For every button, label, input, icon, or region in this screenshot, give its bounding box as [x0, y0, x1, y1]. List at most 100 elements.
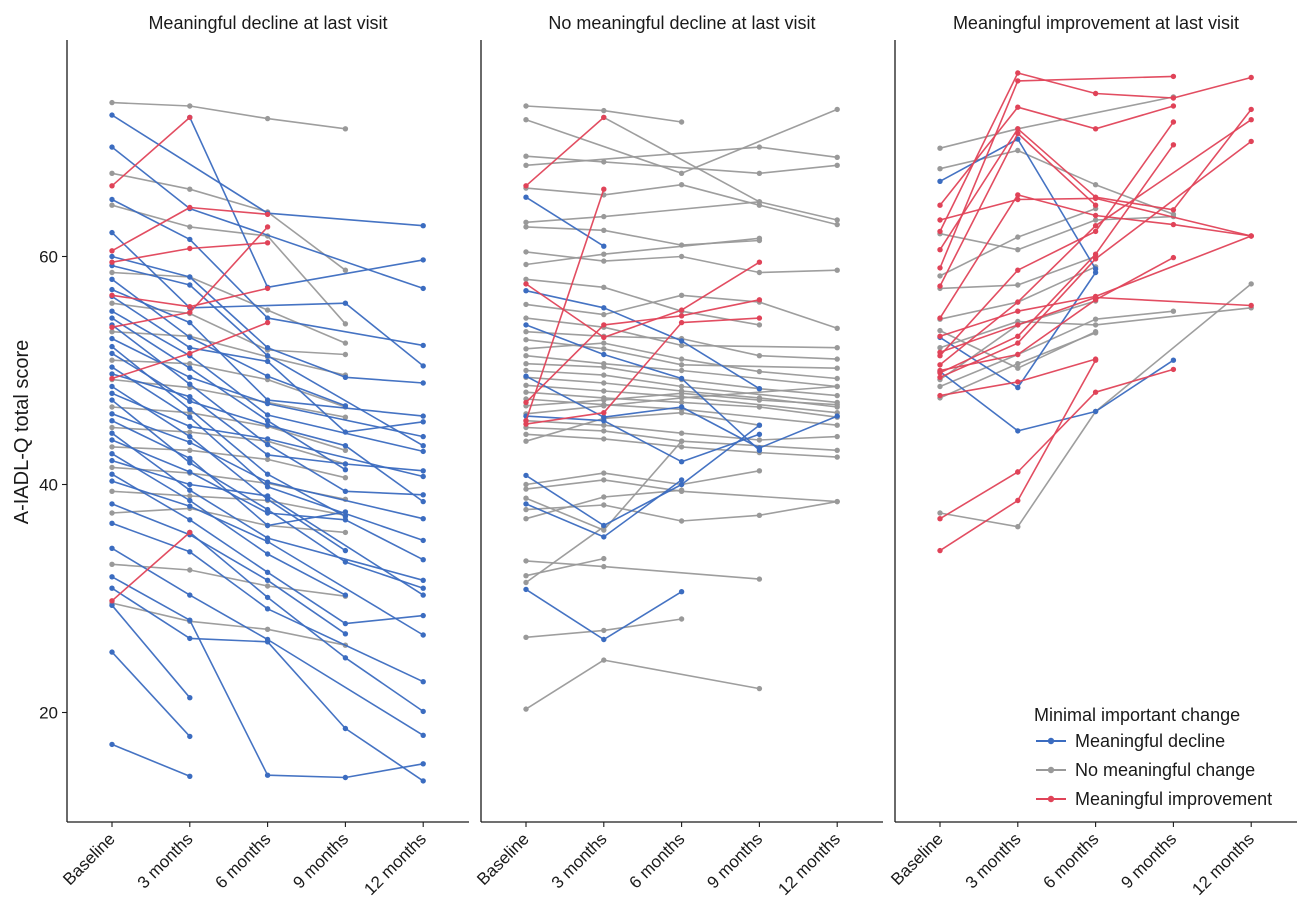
data-point-decline: [420, 632, 426, 638]
data-point-none: [187, 224, 193, 230]
series-line-none: [939, 310, 1174, 388]
panel-2: No meaningful decline at last visit Basel…: [473, 13, 883, 899]
series-line-none: [525, 398, 838, 426]
data-point-improve: [937, 516, 943, 522]
series-line-none: [939, 96, 1174, 149]
data-point-decline: [834, 413, 840, 419]
data-point-improve: [1170, 221, 1177, 228]
data-point-none: [109, 99, 115, 106]
legend: Minimal important change Meaningful decl…: [1034, 705, 1272, 809]
data-point-improve: [937, 247, 943, 253]
data-point-decline: [187, 334, 193, 341]
data-point-improve: [264, 285, 271, 292]
data-point-decline: [187, 617, 193, 623]
series-line-none: [525, 560, 760, 580]
series-line-improve: [1017, 368, 1174, 473]
series-line-none: [525, 369, 838, 404]
data-point-none: [601, 372, 607, 378]
data-point-none: [523, 516, 529, 522]
data-point-none: [601, 213, 607, 220]
data-point-decline: [264, 412, 271, 418]
data-point-none: [756, 235, 763, 241]
data-point-improve: [1015, 340, 1021, 346]
data-point-improve: [937, 333, 943, 339]
series-line-none: [939, 215, 1174, 251]
data-point-decline: [420, 433, 426, 440]
data-point-improve: [1248, 106, 1254, 113]
series-line-improve: [525, 261, 760, 339]
data-point-none: [834, 154, 840, 160]
series-line-improve: [939, 197, 1252, 237]
data-point-none: [834, 375, 840, 382]
data-point-none: [601, 340, 607, 346]
data-point-none: [1092, 217, 1099, 223]
data-point-none: [601, 346, 607, 352]
data-point-decline: [601, 522, 607, 529]
legend-entry-none: No meaningful change: [1036, 760, 1255, 780]
data-point-decline: [523, 501, 529, 507]
data-point-none: [756, 144, 763, 150]
data-point-none: [601, 397, 607, 403]
data-point-none: [834, 267, 840, 273]
data-point-decline: [342, 559, 349, 565]
series-line-decline: [111, 264, 424, 447]
data-point-decline: [523, 194, 529, 200]
data-point-decline: [1015, 428, 1021, 434]
data-point-decline: [342, 300, 349, 306]
data-point-none: [834, 402, 840, 408]
data-point-improve: [1092, 256, 1099, 262]
data-point-decline: [187, 394, 193, 400]
series-line-decline: [525, 424, 760, 527]
data-point-decline: [187, 733, 193, 740]
data-point-decline: [187, 635, 193, 642]
data-point-improve: [601, 334, 607, 341]
series-line-decline: [189, 117, 424, 289]
series-line-decline: [111, 743, 191, 778]
data-point-improve: [937, 547, 943, 554]
data-point-none: [756, 397, 763, 403]
data-point-decline: [342, 517, 349, 523]
data-point-improve: [1015, 196, 1021, 203]
series-line-decline: [111, 198, 424, 347]
data-point-decline: [109, 196, 115, 203]
data-point-decline: [187, 455, 193, 461]
series-line-none: [525, 526, 605, 584]
data-point-none: [187, 186, 193, 192]
data-point-decline: [187, 365, 193, 371]
legend-label-improve: Meaningful improvement: [1075, 789, 1272, 809]
data-point-none: [1092, 322, 1099, 328]
x-tick-label: 12 months: [360, 829, 430, 899]
data-point-decline: [109, 741, 115, 748]
data-point-none: [342, 529, 349, 536]
data-point-decline: [264, 418, 271, 424]
data-point-improve: [601, 186, 607, 192]
series-line-none: [525, 317, 838, 349]
x-tick-label: 9 months: [703, 829, 766, 892]
x-tick-label: 6 months: [626, 829, 689, 892]
data-point-none: [601, 627, 607, 634]
data-point-none: [342, 351, 349, 358]
series-line-improve: [111, 116, 191, 187]
data-point-none: [109, 269, 115, 276]
data-point-improve: [264, 319, 271, 326]
data-point-none: [342, 447, 349, 453]
data-point-none: [834, 106, 840, 113]
data-point-decline: [187, 406, 193, 412]
data-point-improve: [1092, 228, 1099, 235]
data-point-none: [756, 512, 763, 518]
series-line-decline: [111, 432, 424, 582]
data-point-none: [601, 502, 607, 508]
data-point-decline: [937, 178, 943, 184]
series-line-none: [111, 507, 346, 534]
data-point-improve: [1170, 254, 1177, 261]
data-point-decline: [601, 534, 607, 540]
data-point-decline: [187, 517, 193, 523]
data-point-decline: [264, 594, 271, 601]
data-point-decline: [109, 411, 115, 417]
data-point-decline: [187, 549, 193, 555]
data-point-improve: [1015, 308, 1021, 314]
data-point-none: [834, 447, 840, 453]
data-point-improve: [109, 598, 115, 604]
data-point-none: [523, 117, 529, 123]
data-point-none: [601, 380, 607, 386]
